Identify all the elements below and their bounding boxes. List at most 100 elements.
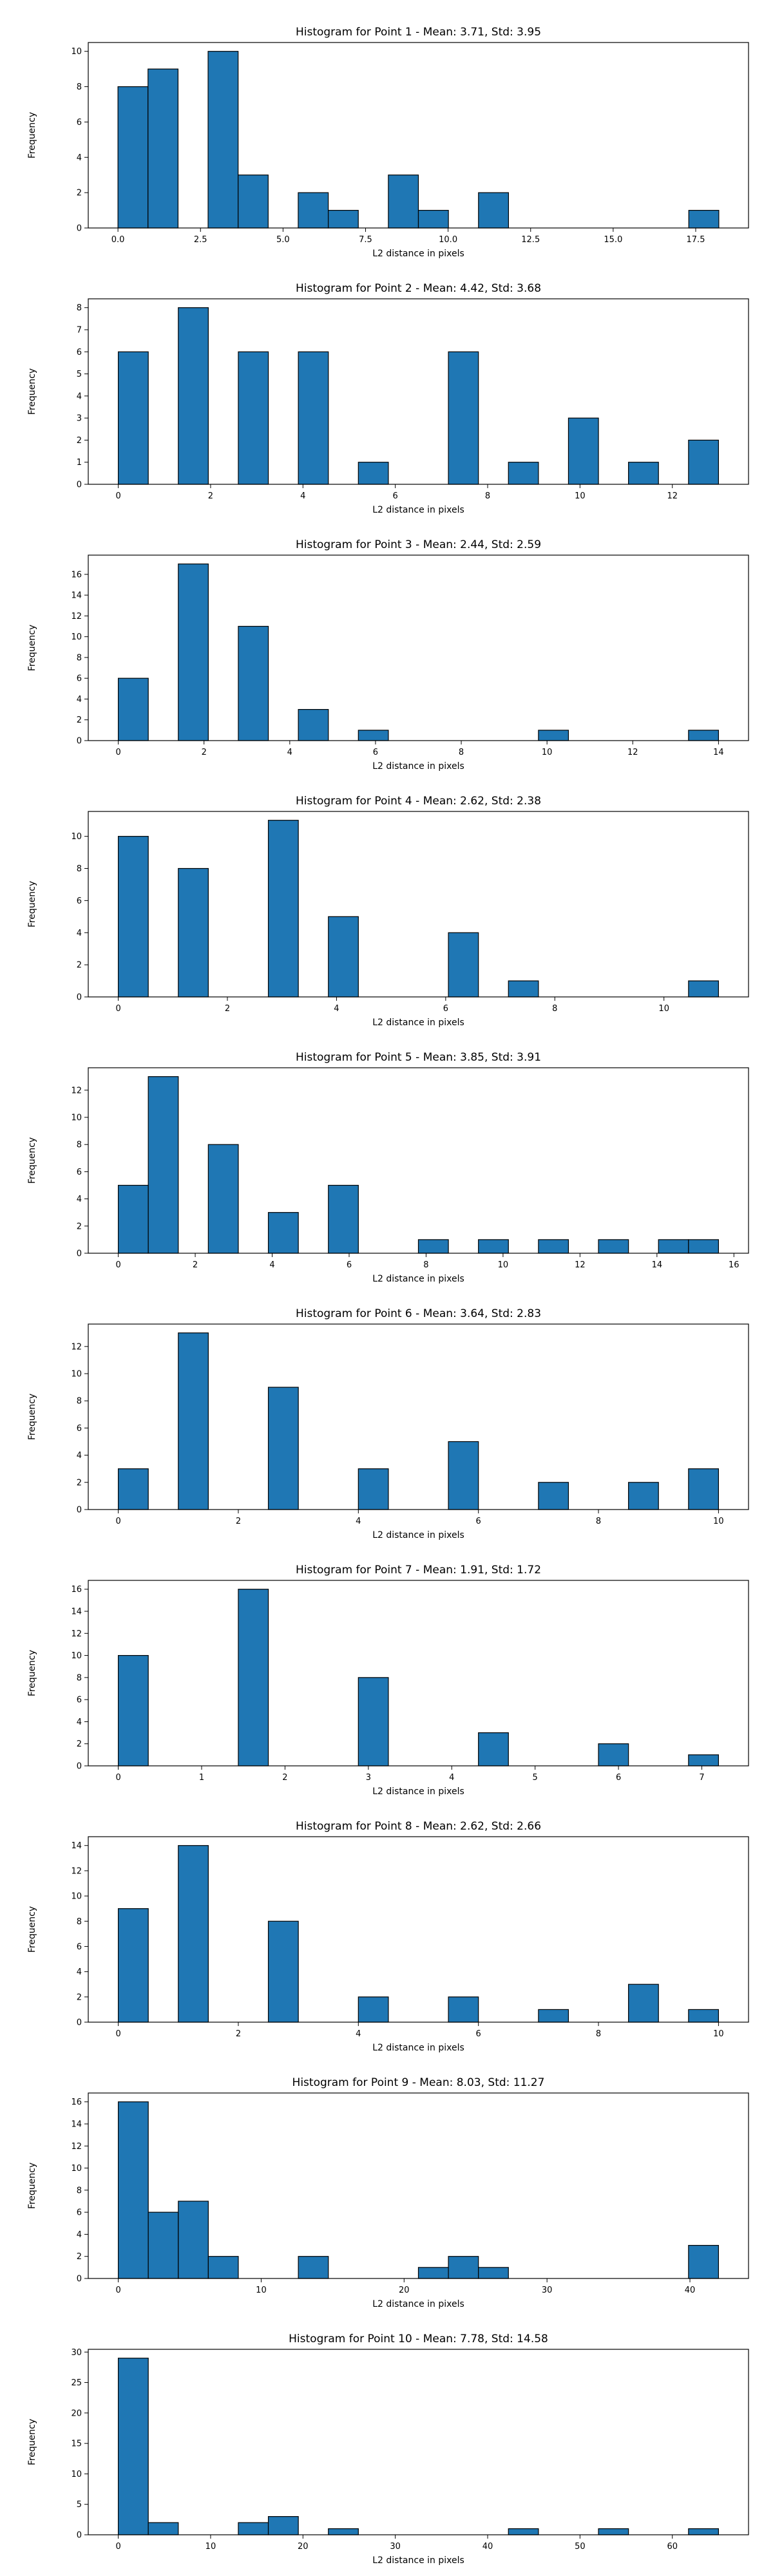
histogram-bar bbox=[358, 462, 389, 485]
chart-title: Histogram for Point 7 - Mean: 1.91, Std:… bbox=[296, 1564, 541, 1577]
histogram-bar bbox=[178, 564, 209, 741]
y-tick-label: 0 bbox=[77, 2531, 82, 2541]
x-axis-label: L2 distance in pixels bbox=[372, 1786, 464, 1797]
histogram-panel: Histogram for Point 10 - Mean: 7.78, Std… bbox=[27, 2333, 749, 2566]
x-axis-label: L2 distance in pixels bbox=[372, 1530, 464, 1540]
y-tick-label: 2 bbox=[77, 715, 82, 725]
histogram-bar bbox=[267, 2516, 299, 2535]
x-tick-label: 8 bbox=[596, 1517, 601, 1526]
y-tick-label: 10 bbox=[71, 1892, 82, 1902]
histogram-bar bbox=[358, 1677, 389, 1766]
x-tick-label: 40 bbox=[685, 2286, 696, 2295]
x-tick-label: 4 bbox=[356, 1517, 361, 1526]
y-tick-label: 8 bbox=[77, 2186, 82, 2195]
histogram-bar bbox=[688, 1239, 720, 1254]
x-tick-label: 8 bbox=[485, 491, 490, 501]
histogram-bar bbox=[628, 462, 659, 485]
x-tick-label: 2 bbox=[202, 748, 207, 757]
histogram-bar bbox=[448, 1441, 479, 1510]
x-tick-label: 20 bbox=[399, 2286, 410, 2295]
y-tick-label: 2 bbox=[77, 1222, 82, 1231]
histogram-bar bbox=[448, 1996, 479, 2023]
histogram-bar bbox=[358, 1468, 389, 1510]
x-tick-label: 0.0 bbox=[111, 235, 125, 245]
x-axis-label: L2 distance in pixels bbox=[372, 2299, 464, 2309]
y-tick-label: 8 bbox=[77, 653, 82, 663]
y-tick-label: 10 bbox=[71, 2164, 82, 2174]
x-tick-label: 0 bbox=[115, 1517, 120, 1526]
y-tick-label: 0 bbox=[77, 224, 82, 234]
x-tick-label: 6 bbox=[347, 1260, 352, 1270]
x-tick-label: 4 bbox=[269, 1260, 274, 1270]
histogram-bar bbox=[628, 1984, 659, 2023]
x-tick-label: 7.5 bbox=[359, 235, 372, 245]
y-tick-label: 2 bbox=[77, 1739, 82, 1749]
y-tick-label: 6 bbox=[77, 118, 82, 128]
x-tick-label: 8 bbox=[423, 1260, 428, 1270]
x-tick-label: 30 bbox=[542, 2286, 553, 2295]
y-tick-label: 2 bbox=[77, 2252, 82, 2262]
y-tick-label: 4 bbox=[77, 695, 82, 705]
histogram-bar bbox=[238, 175, 269, 229]
y-tick-label: 0 bbox=[77, 1506, 82, 1515]
y-tick-label: 6 bbox=[77, 896, 82, 906]
x-tick-label: 4 bbox=[300, 491, 305, 501]
y-axis-label: Frequency bbox=[27, 625, 37, 671]
x-tick-label: 2 bbox=[282, 1773, 287, 1783]
y-axis-label: Frequency bbox=[27, 1650, 37, 1696]
x-tick-label: 0 bbox=[115, 2029, 120, 2039]
y-tick-label: 6 bbox=[77, 1942, 82, 1952]
y-tick-label: 6 bbox=[77, 1696, 82, 1705]
histogram-bar bbox=[598, 1239, 629, 1254]
histogram-bar bbox=[178, 307, 209, 485]
histogram-bar bbox=[178, 1845, 209, 2023]
x-tick-label: 2 bbox=[208, 491, 213, 501]
x-tick-label: 17.5 bbox=[687, 235, 705, 245]
histogram-bar bbox=[298, 708, 329, 741]
x-tick-label: 0 bbox=[115, 1260, 120, 1270]
y-axis-label: Frequency bbox=[27, 1394, 37, 1440]
y-tick-label: 14 bbox=[71, 2120, 82, 2130]
y-tick-label: 0 bbox=[77, 2018, 82, 2028]
x-tick-label: 15.0 bbox=[604, 235, 622, 245]
y-axis-label: Frequency bbox=[27, 1137, 37, 1184]
x-tick-label: 6 bbox=[476, 2029, 481, 2039]
histogram-bar bbox=[598, 1743, 629, 1766]
y-tick-label: 0 bbox=[77, 480, 82, 490]
y-tick-label: 3 bbox=[77, 414, 82, 424]
histogram-bar bbox=[688, 2244, 720, 2279]
x-tick-label: 16 bbox=[729, 1260, 740, 1270]
x-tick-label: 8 bbox=[552, 1004, 557, 1014]
histogram-bar bbox=[388, 175, 419, 229]
histogram-bar bbox=[298, 351, 329, 485]
histogram-bar bbox=[688, 1468, 720, 1510]
histogram-bar bbox=[178, 867, 209, 998]
x-tick-label: 4 bbox=[287, 748, 292, 757]
y-tick-label: 4 bbox=[77, 1195, 82, 1204]
x-tick-label: 2.5 bbox=[194, 235, 207, 245]
histogram-bar bbox=[508, 980, 539, 998]
histogram-panel: Histogram for Point 3 - Mean: 2.44, Std:… bbox=[27, 538, 749, 772]
y-tick-label: 2 bbox=[77, 1993, 82, 2002]
y-axis-label: Frequency bbox=[27, 881, 37, 927]
x-tick-label: 30 bbox=[390, 2542, 401, 2552]
histogram-bar bbox=[688, 2528, 720, 2535]
chart-title: Histogram for Point 4 - Mean: 2.62, Std:… bbox=[296, 795, 541, 808]
histogram-bar bbox=[688, 439, 720, 485]
histogram-bar bbox=[538, 1239, 569, 1254]
y-tick-label: 8 bbox=[77, 1397, 82, 1406]
histogram-bar bbox=[658, 1239, 689, 1254]
x-tick-label: 8 bbox=[596, 2029, 601, 2039]
histogram-bar bbox=[267, 1212, 299, 1254]
histogram-bar bbox=[448, 2256, 479, 2279]
histogram-bar bbox=[178, 1332, 209, 1510]
x-tick-label: 14 bbox=[652, 1260, 663, 1270]
y-tick-label: 10 bbox=[71, 1651, 82, 1661]
plot-frame bbox=[88, 554, 749, 741]
x-tick-label: 10 bbox=[658, 1004, 669, 1014]
x-tick-label: 5 bbox=[533, 1773, 538, 1783]
y-tick-label: 6 bbox=[77, 2208, 82, 2218]
x-tick-label: 2 bbox=[193, 1260, 198, 1270]
x-tick-label: 10 bbox=[713, 1517, 724, 1526]
